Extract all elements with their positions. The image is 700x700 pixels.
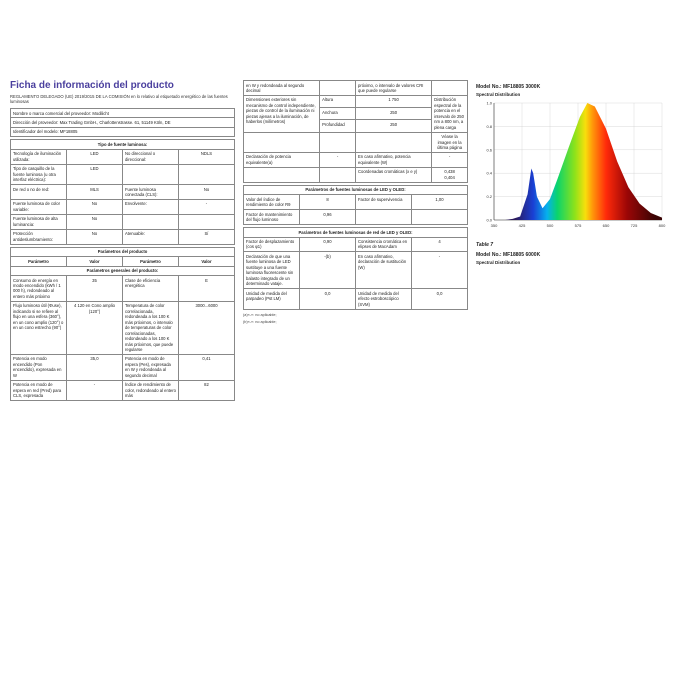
footnote-b: (b)«-»: no aplicable;: [243, 320, 468, 324]
footnote-a: (a)«-»: no aplicable;: [243, 313, 468, 317]
mains-params-table: Parámetros de fuentes luminosas de red d…: [243, 227, 468, 309]
regulation-subtitle: REGLAMENTO DELEGADO (UE) 2019/2015 DE LA…: [10, 94, 235, 104]
svg-text:650: 650: [603, 223, 610, 228]
chart1-subtitle: Spectral Distribution: [476, 92, 676, 97]
identity-table: Nombre o marca comercial del proveedor: …: [10, 108, 235, 137]
chart1-model: Model No.: MF18805 3000K: [476, 84, 676, 90]
svg-text:0.2: 0.2: [486, 194, 492, 199]
svg-text:350: 350: [491, 223, 498, 228]
svg-text:0.0: 0.0: [486, 218, 492, 223]
chart2-subtitle: Spectral Distribution: [476, 260, 676, 265]
mid-column: en W y redondeada al segundo decimal pró…: [243, 80, 468, 403]
svg-text:575: 575: [575, 223, 582, 228]
table7-label: Table 7: [476, 242, 676, 248]
svg-text:0.8: 0.8: [486, 124, 492, 129]
led-params-table: Parámetros de fuentes luminosas de LED y…: [243, 185, 468, 225]
svg-text:0.6: 0.6: [486, 147, 492, 152]
product-params-table: Parámetros del producto Parámetro Valor …: [10, 247, 235, 401]
svg-text:0.4: 0.4: [486, 171, 492, 176]
svg-text:725: 725: [631, 223, 638, 228]
spectral-chart-3000k: 0.0 0.2 0.4 0.6 0.8 1.0 350 425 500 575 650 725 800: [476, 99, 666, 234]
left-column: Ficha de información del producto REGLAM…: [10, 80, 235, 403]
chart2-model: Model No.: MF18805 6000K: [476, 252, 676, 258]
svg-text:500: 500: [547, 223, 554, 228]
svg-text:800: 800: [659, 223, 666, 228]
continuation-table: en W y redondeada al segundo decimal pró…: [243, 80, 468, 183]
right-column: Model No.: MF18805 3000K Spectral Distri…: [476, 80, 676, 403]
page-title: Ficha de información del producto: [10, 80, 235, 91]
source-type-table: Tipo de fuente luminosa: Tecnología de i…: [10, 139, 235, 244]
svg-text:1.0: 1.0: [486, 101, 492, 106]
svg-text:425: 425: [519, 223, 526, 228]
